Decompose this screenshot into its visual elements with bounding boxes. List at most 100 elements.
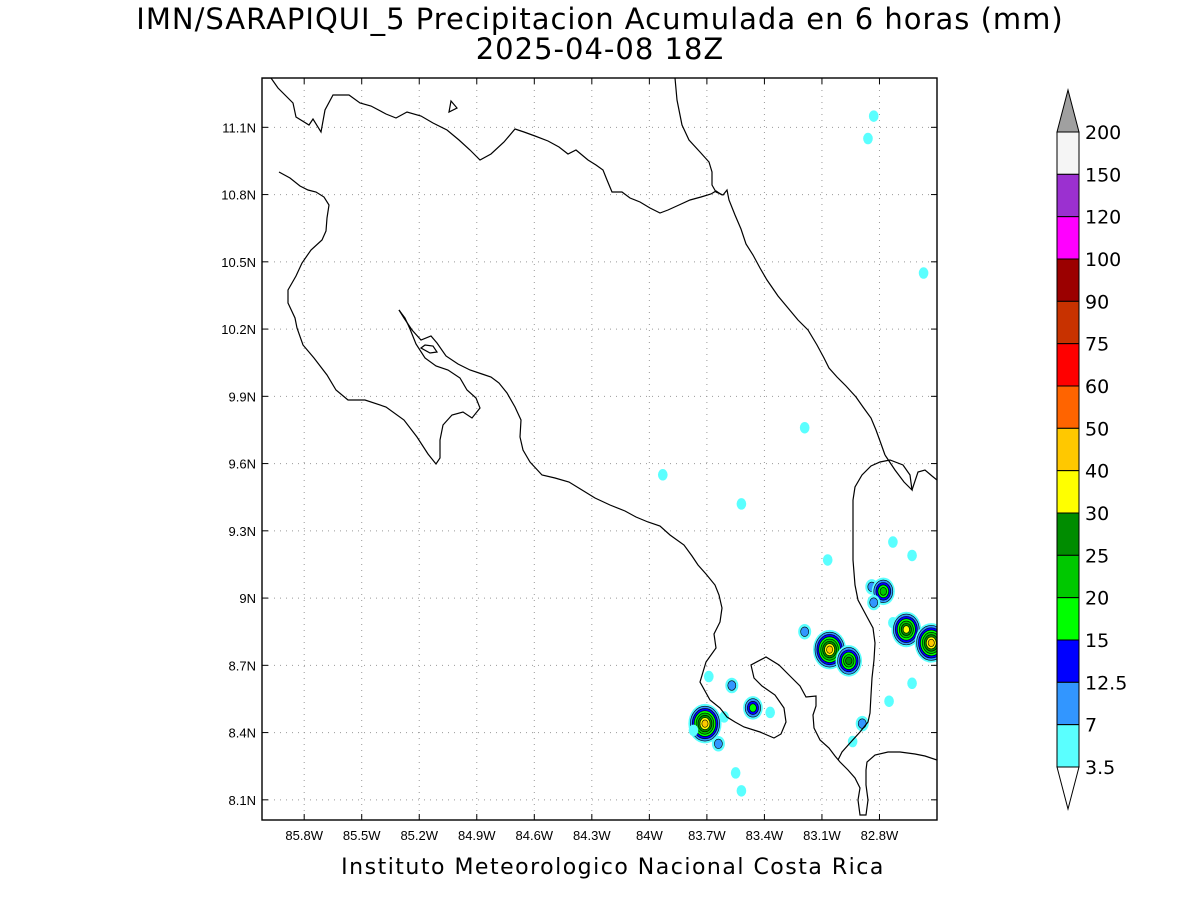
precip-cell [847,735,858,748]
colorbar-swatch [1056,258,1080,302]
precip-cell [822,554,833,566]
colorbar-label: 25 [1085,545,1109,567]
colorbar-label: 60 [1085,376,1109,398]
colorbar-label: 150 [1085,164,1121,186]
precip-contour [727,680,737,691]
precip-cell [863,132,873,145]
x-tick-label: 84.9W [458,828,496,843]
precip-contour [879,587,887,596]
colorbar-swatch [1056,639,1080,683]
precip-field [657,110,937,797]
colorbar-label: 75 [1085,334,1109,356]
credit-footer: Instituto Meteorologico Nacional Costa R… [341,855,885,880]
caribbean-coast [674,78,886,456]
colorbar-label: 100 [1085,249,1121,271]
panama-coast [911,469,937,491]
nicoya-gulf-coast [398,309,937,816]
y-tick-label: 8.7N [229,658,256,673]
precip-contour [749,703,757,713]
colorbar-swatch [1056,343,1080,387]
colorbar-swatch [1056,385,1080,429]
precip-cell [891,611,922,648]
x-tick-label: 83.1W [803,828,841,843]
precip-cell [918,267,929,279]
precip-contour [863,132,873,145]
colorbar-label: 3.5 [1085,757,1115,779]
precip-cell [725,677,739,694]
colorbar-swatch [1056,512,1080,556]
colorbar-label: 200 [1085,122,1121,144]
precip-cell [799,421,810,434]
colorbar-swatch [1056,427,1080,472]
precip-cell [884,695,894,707]
y-tick-label: 9.9N [229,389,256,404]
x-tick-label: 84.6W [516,828,554,843]
colorbar-label: 15 [1085,630,1109,652]
precip-contour [826,645,834,654]
precip-contour [730,767,741,779]
colorbar-label: 50 [1085,418,1109,440]
precip-contour [736,498,747,510]
colorbar-swatch [1056,131,1080,175]
x-axis-ticks: 85.8W 85.5W 85.2W 84.9W 84.6W 84.3W 84W 83.7W 83… [285,78,899,843]
precip-contour [800,626,809,637]
x-tick-label: 84W [636,828,663,843]
precip-contour [701,719,709,728]
colorbar-swatch [1056,554,1080,599]
lake-nicaragua-fragment [448,99,458,114]
x-tick-label: 85.8W [285,828,323,843]
precip-contour [868,110,879,122]
colorbar-label: 120 [1085,207,1121,229]
y-tick-label: 10.8N [221,188,256,203]
precip-contour [847,735,858,748]
precip-cell [907,549,917,562]
precip-cell [711,736,725,752]
precip-contour [907,677,917,690]
precip-cell [730,767,741,779]
colorbar-label: 30 [1085,503,1109,525]
x-tick-label: 83.4W [746,828,784,843]
precip-contour [719,711,729,723]
precip-cell [743,696,763,720]
x-tick-label: 85.5W [343,828,381,843]
map-frame [261,77,938,821]
precip-contour [822,554,833,566]
precip-cell [703,670,714,683]
y-tick-label: 9N [239,591,256,606]
precip-cell [688,724,699,737]
colorbar-swatch [1056,724,1080,768]
precip-cell [868,110,879,122]
map-gridlines [262,78,937,820]
precip-contour [714,738,723,749]
precip-contour [799,421,810,434]
colorbar-label: 12.5 [1085,672,1127,694]
colorbar-label: 7 [1085,715,1097,737]
y-tick-label: 11.1N [222,120,256,135]
precip-cell [798,623,812,640]
colorbar-swatch [1056,597,1080,641]
precip-cell [867,594,881,611]
precip-contour [657,469,668,481]
colorbar-swatch [1056,216,1080,260]
y-tick-label: 9.3N [229,524,256,539]
precip-contour [888,536,898,548]
y-axis-ticks: 11.1N 10.8N 10.5N 10.2N 9.9N 9.6N 9.3N 9N 8.7N 8.… [221,120,937,808]
y-tick-label: 9.6N [229,457,256,472]
pacific-coast-north [278,171,481,466]
precip-cell [657,469,668,481]
precip-cell [719,711,729,723]
map-title: IMN/SARAPIQUI_5 Precipitacion Acumulada … [136,2,1064,36]
precip-cell [888,536,898,548]
colorbar-swatch [1056,681,1080,726]
precip-contour [927,638,935,647]
panama-border [837,454,913,761]
y-tick-label: 8.1N [229,793,256,808]
nicaragua-border [262,78,723,214]
x-tick-label: 82.8W [861,828,899,843]
y-tick-label: 10.5N [221,255,256,270]
precip-cell [835,645,863,677]
precip-cell [736,785,747,797]
precip-contour [703,670,714,683]
